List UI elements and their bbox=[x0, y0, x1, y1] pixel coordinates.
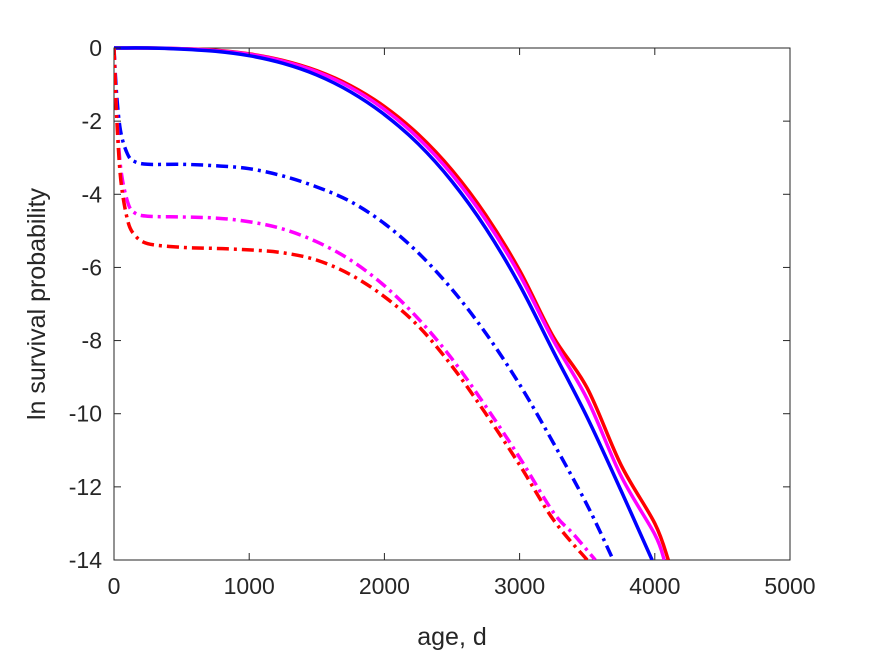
y-tick-label: -14 bbox=[69, 547, 102, 573]
x-axis-label: age, d bbox=[417, 623, 487, 651]
x-tick-label: 3000 bbox=[494, 573, 545, 599]
y-tick-label: -8 bbox=[82, 328, 102, 354]
y-axis-label: ln survival probability bbox=[23, 187, 51, 420]
x-tick-label: 1000 bbox=[224, 573, 275, 599]
dashdot-series-line-4 bbox=[114, 47, 614, 558]
x-tick-label: 4000 bbox=[629, 573, 680, 599]
x-tick-label: 2000 bbox=[359, 573, 410, 599]
x-tick-label: 0 bbox=[108, 573, 121, 599]
y-tick-label: -2 bbox=[82, 108, 102, 134]
ticks-layer: 0 1000 2000 3000 4000 5000 0 -2 -4 -6 -8 -10 -12 -14 bbox=[69, 35, 816, 599]
dashdot-series-line-5 bbox=[114, 47, 597, 560]
y-tick-label: -12 bbox=[69, 474, 102, 500]
y-tick-label: -6 bbox=[82, 254, 102, 280]
plot-area bbox=[113, 47, 791, 561]
y-tick-label: 0 bbox=[89, 35, 102, 61]
y-tick-label: -4 bbox=[82, 181, 103, 207]
dashdot-series-line-6 bbox=[114, 47, 589, 560]
series-layer bbox=[114, 46, 670, 560]
axes-box bbox=[113, 47, 791, 561]
y-tick-label: -10 bbox=[69, 401, 102, 427]
solid-series-line-3 bbox=[114, 46, 654, 560]
x-tick-label: 5000 bbox=[764, 573, 815, 599]
